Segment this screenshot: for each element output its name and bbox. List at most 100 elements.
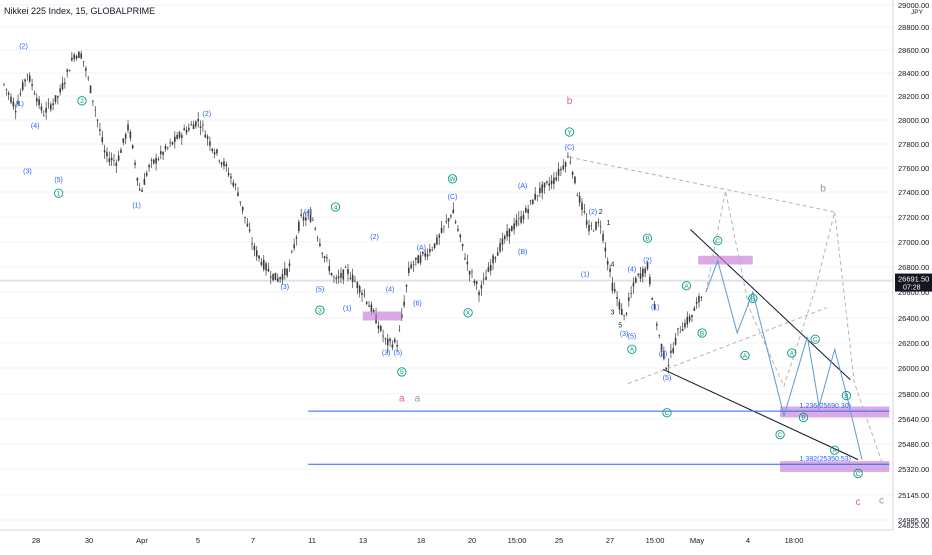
candle-body	[630, 292, 632, 294]
candle-body	[569, 161, 572, 163]
candle-body	[457, 228, 459, 231]
candle-body	[265, 263, 267, 271]
candle-body	[211, 148, 214, 152]
candle-body	[129, 131, 132, 139]
wave-label-circle	[830, 445, 840, 455]
channel-line	[627, 307, 828, 385]
price-tick-label: 26000.00	[898, 364, 929, 373]
candle-body	[588, 225, 590, 232]
candle-body	[520, 216, 522, 223]
candle-body	[529, 200, 532, 202]
candle-body	[314, 228, 317, 230]
candle-body	[564, 162, 567, 167]
wave-label: (3)	[659, 351, 668, 358]
candle-body	[478, 291, 480, 296]
candle-body	[120, 149, 122, 153]
candle-body	[571, 171, 574, 176]
fib-level-label: 1.236(25690.30)	[800, 403, 851, 410]
candle-body	[637, 273, 639, 276]
candle-body	[347, 268, 349, 275]
candle-body	[302, 216, 305, 221]
price-tick-label: 25480.00	[898, 440, 929, 449]
price-axis[interactable]: 29000.00 28800.00 28600.00 28400.00 28200.00…	[892, 0, 932, 530]
candle-body	[567, 156, 569, 158]
wave-label: (1)	[581, 271, 590, 278]
candle-body	[92, 100, 94, 102]
candle-body	[143, 179, 146, 185]
wave-label: 3	[610, 310, 614, 317]
candle-body	[534, 193, 536, 200]
candle-body	[466, 261, 469, 265]
candle-body	[599, 226, 602, 228]
candle-body	[316, 237, 319, 239]
candle-body	[89, 85, 92, 94]
candle-body	[230, 176, 232, 179]
wave-label: (4)	[304, 209, 313, 216]
candle-body	[134, 162, 136, 165]
candle-body	[382, 335, 384, 337]
candle-body	[410, 264, 412, 269]
wave-label-circle	[330, 202, 341, 212]
wave-label: (3)	[382, 350, 391, 357]
candle-body	[656, 323, 658, 326]
time-axis[interactable]: 28 30 Apr 5 7 11 13 18 20 15:00 25 27 15:00 May 4 18:00	[0, 529, 893, 545]
candle-body	[298, 221, 300, 232]
candle-body	[365, 301, 368, 304]
candle-body	[445, 221, 448, 222]
wave-label: (5)	[663, 375, 672, 382]
wave-label-circle	[662, 408, 672, 418]
candle-body	[384, 338, 387, 340]
candle-body	[61, 82, 64, 90]
candle-body	[188, 127, 190, 131]
candle-body	[162, 151, 164, 155]
candle-body	[330, 273, 333, 276]
candle-body	[85, 68, 87, 71]
price-tick-label: 28800.00	[898, 23, 929, 32]
candle-body	[284, 268, 286, 275]
wave-label: b	[820, 183, 826, 194]
candle-body	[272, 273, 274, 281]
candle-body	[57, 96, 59, 98]
candle-body	[248, 229, 251, 232]
price-tick-label: 28400.00	[898, 69, 929, 78]
candle-body	[12, 101, 15, 107]
wave-label: (5)	[316, 286, 325, 293]
candle-body	[50, 104, 52, 110]
candle-body	[342, 269, 345, 280]
wave-label-circle	[713, 236, 723, 246]
time-tick-label: 5	[196, 536, 200, 545]
candle-body	[585, 220, 588, 225]
wave-label: W	[449, 176, 456, 183]
candle-body	[620, 308, 623, 315]
candle-body	[333, 276, 335, 278]
candle-body	[326, 257, 328, 259]
candle-body	[167, 147, 169, 148]
candle-body	[78, 51, 80, 58]
candle-body	[335, 277, 338, 280]
candle-body	[681, 329, 684, 332]
candle-body	[426, 254, 429, 257]
candle-body	[553, 177, 555, 184]
candle-body	[312, 219, 314, 221]
candle-body	[625, 313, 628, 315]
wave-label-circle	[627, 344, 637, 354]
wave-label: (C)	[565, 144, 575, 151]
candle-body	[31, 84, 33, 86]
candle-body	[300, 214, 302, 217]
candle-body	[150, 160, 153, 162]
wave-label: C	[715, 238, 720, 245]
candle-body	[677, 328, 679, 330]
candle-body	[213, 152, 216, 155]
candle-body	[557, 168, 560, 176]
wave-label-circle	[642, 233, 653, 243]
candle-body	[75, 55, 78, 59]
wave-label: Y	[567, 129, 572, 136]
wave-label-circle	[77, 96, 87, 106]
candle-body	[174, 136, 176, 142]
wave-label: B	[844, 393, 848, 400]
channel-line	[690, 229, 851, 381]
candle-body	[73, 54, 75, 59]
wave-label: 2	[80, 98, 84, 105]
